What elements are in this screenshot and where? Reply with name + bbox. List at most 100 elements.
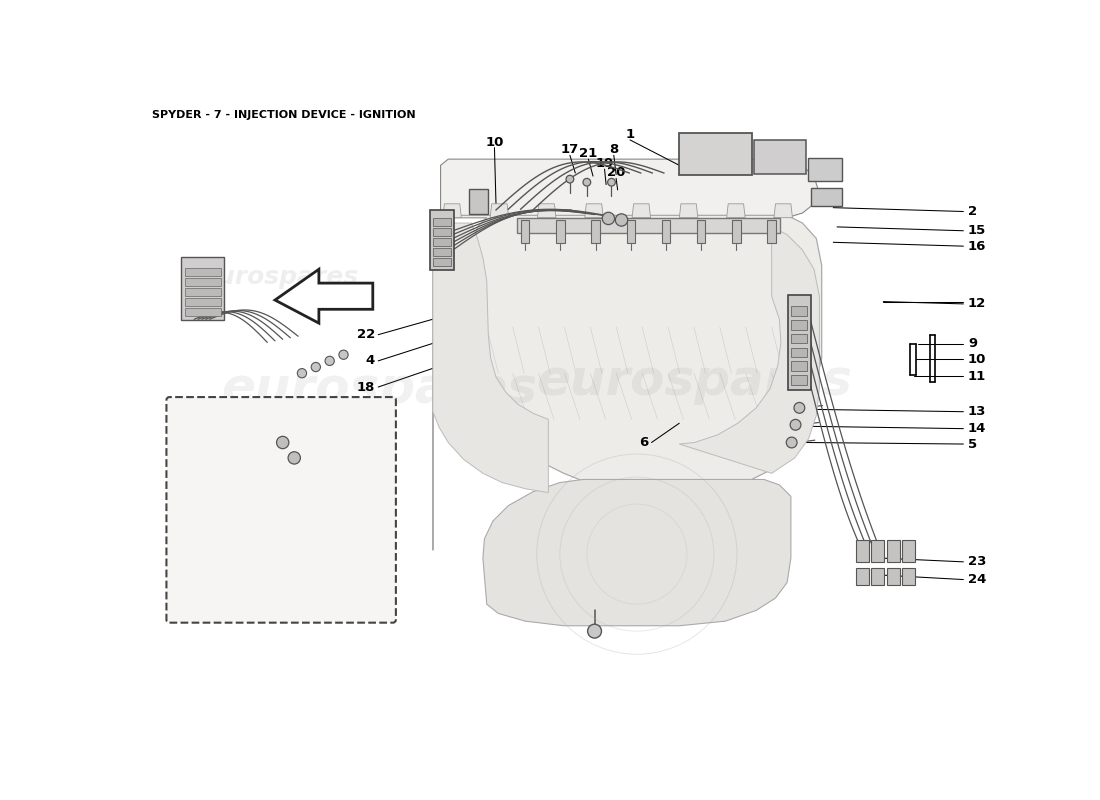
- Text: 19: 19: [595, 158, 614, 170]
- Polygon shape: [433, 223, 548, 493]
- Polygon shape: [680, 204, 697, 218]
- Circle shape: [587, 624, 602, 638]
- FancyBboxPatch shape: [902, 540, 915, 562]
- FancyBboxPatch shape: [627, 220, 635, 242]
- FancyBboxPatch shape: [557, 220, 564, 242]
- FancyBboxPatch shape: [887, 568, 900, 586]
- FancyBboxPatch shape: [856, 568, 869, 586]
- Circle shape: [566, 175, 574, 183]
- FancyBboxPatch shape: [791, 334, 807, 343]
- FancyBboxPatch shape: [791, 362, 807, 371]
- Text: 17: 17: [561, 143, 579, 157]
- Text: 20: 20: [607, 166, 625, 179]
- Text: 18: 18: [356, 381, 375, 394]
- Text: 12: 12: [968, 298, 987, 310]
- FancyBboxPatch shape: [871, 568, 884, 586]
- Text: 6: 6: [639, 436, 649, 449]
- Text: 8: 8: [609, 143, 618, 157]
- FancyBboxPatch shape: [430, 210, 454, 270]
- FancyBboxPatch shape: [166, 397, 396, 622]
- Polygon shape: [774, 204, 792, 218]
- FancyBboxPatch shape: [791, 375, 807, 385]
- FancyBboxPatch shape: [185, 268, 221, 276]
- Polygon shape: [483, 479, 791, 626]
- Text: 24: 24: [968, 573, 987, 586]
- Circle shape: [311, 362, 320, 372]
- Polygon shape: [275, 270, 373, 323]
- FancyBboxPatch shape: [811, 188, 842, 206]
- Text: 3: 3: [188, 573, 197, 586]
- FancyBboxPatch shape: [871, 540, 884, 562]
- Text: 16: 16: [968, 240, 987, 253]
- Polygon shape: [538, 204, 556, 218]
- Text: 10: 10: [968, 353, 987, 366]
- Polygon shape: [727, 204, 745, 218]
- FancyBboxPatch shape: [433, 218, 451, 226]
- FancyBboxPatch shape: [185, 288, 221, 296]
- FancyBboxPatch shape: [856, 540, 869, 562]
- Circle shape: [583, 178, 591, 186]
- Text: 21: 21: [580, 147, 597, 160]
- Text: 15: 15: [968, 224, 987, 238]
- Polygon shape: [680, 227, 820, 474]
- Circle shape: [297, 369, 307, 378]
- Circle shape: [326, 356, 334, 366]
- FancyBboxPatch shape: [517, 218, 780, 233]
- Text: 14: 14: [968, 422, 987, 435]
- FancyBboxPatch shape: [788, 294, 811, 390]
- Text: eurospares: eurospares: [221, 365, 537, 413]
- Text: 2: 2: [968, 205, 977, 218]
- Text: Vale fino al motore No. 66289: Vale fino al motore No. 66289: [183, 589, 381, 602]
- FancyBboxPatch shape: [902, 568, 915, 586]
- FancyBboxPatch shape: [680, 133, 751, 174]
- FancyBboxPatch shape: [592, 220, 600, 242]
- Circle shape: [790, 419, 801, 430]
- FancyBboxPatch shape: [768, 220, 776, 242]
- FancyBboxPatch shape: [469, 189, 487, 214]
- Text: 4: 4: [366, 354, 375, 367]
- FancyBboxPatch shape: [754, 139, 806, 174]
- Circle shape: [794, 402, 805, 414]
- Polygon shape: [585, 204, 603, 218]
- Text: 1: 1: [626, 128, 635, 141]
- Polygon shape: [443, 204, 461, 218]
- Text: Valid till engine Nr. 66289: Valid till engine Nr. 66289: [195, 602, 367, 614]
- Text: 23: 23: [968, 555, 987, 568]
- Circle shape: [288, 452, 300, 464]
- FancyBboxPatch shape: [615, 214, 628, 226]
- Text: 10: 10: [485, 136, 504, 149]
- FancyBboxPatch shape: [185, 298, 221, 306]
- FancyBboxPatch shape: [697, 220, 705, 242]
- Circle shape: [276, 436, 289, 449]
- FancyBboxPatch shape: [185, 308, 221, 316]
- FancyBboxPatch shape: [662, 220, 670, 242]
- FancyBboxPatch shape: [791, 347, 807, 358]
- FancyBboxPatch shape: [807, 158, 842, 182]
- Text: 11: 11: [968, 370, 987, 382]
- FancyBboxPatch shape: [887, 540, 900, 562]
- FancyBboxPatch shape: [521, 220, 529, 242]
- Circle shape: [786, 437, 798, 448]
- Circle shape: [607, 178, 615, 186]
- Text: eurospares: eurospares: [200, 265, 358, 289]
- FancyBboxPatch shape: [433, 228, 451, 236]
- FancyBboxPatch shape: [791, 320, 807, 330]
- FancyBboxPatch shape: [185, 278, 221, 286]
- FancyBboxPatch shape: [433, 258, 451, 266]
- FancyBboxPatch shape: [733, 220, 740, 242]
- FancyBboxPatch shape: [433, 248, 451, 256]
- Text: eurospares: eurospares: [537, 357, 852, 405]
- Circle shape: [339, 350, 348, 359]
- FancyBboxPatch shape: [182, 257, 223, 321]
- FancyBboxPatch shape: [791, 306, 807, 316]
- Text: 5: 5: [968, 438, 977, 450]
- Polygon shape: [440, 159, 818, 218]
- Polygon shape: [491, 204, 508, 218]
- Polygon shape: [433, 215, 822, 550]
- Text: SPYDER - 7 - INJECTION DEVICE - IGNITION: SPYDER - 7 - INJECTION DEVICE - IGNITION: [152, 110, 416, 120]
- FancyBboxPatch shape: [603, 212, 615, 225]
- Text: 9: 9: [968, 338, 977, 350]
- Polygon shape: [632, 204, 650, 218]
- Text: 7: 7: [188, 558, 197, 570]
- FancyBboxPatch shape: [433, 238, 451, 246]
